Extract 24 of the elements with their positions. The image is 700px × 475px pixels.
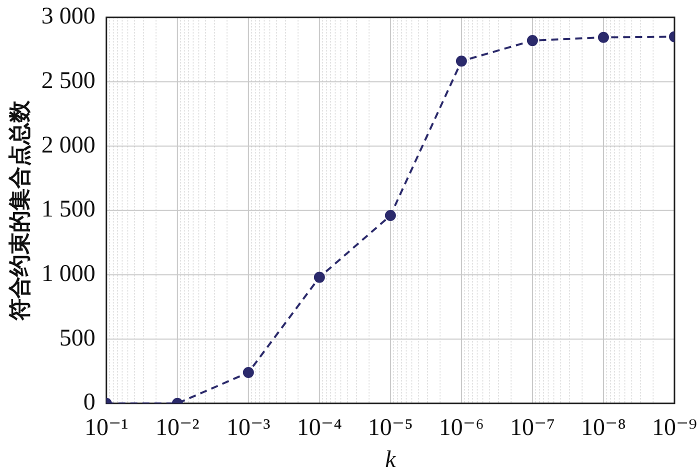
y-tick-label: 3 000 <box>41 4 96 30</box>
y-tick-label: 1 500 <box>41 196 96 223</box>
y-tick-label: 2 000 <box>41 132 96 158</box>
x-tick-label: 10⁻⁴ <box>296 415 342 442</box>
x-tick-label: 10⁻³ <box>226 415 270 442</box>
x-axis-title: k <box>385 446 396 473</box>
y-tick-label: 2 500 <box>41 68 96 94</box>
y-tick-label: 1 000 <box>41 261 96 288</box>
point <box>242 367 254 378</box>
x-tick-label: 10⁻⁷ <box>510 415 555 442</box>
point <box>598 32 609 43</box>
x-tick-label: 10⁻¹ <box>84 415 128 442</box>
x-tick-label: 10⁻⁹ <box>652 415 698 442</box>
x-tick-label: 10⁻⁶ <box>438 415 484 442</box>
x-tick-label: 10⁻⁵ <box>368 415 413 442</box>
y-axis-title: 符合约束的集合点总数 <box>6 99 32 322</box>
point <box>456 56 467 67</box>
x-tick-label: 10⁻² <box>155 415 200 442</box>
point <box>384 210 396 222</box>
x-tick-label: 10⁻⁸ <box>580 415 626 442</box>
point <box>526 35 538 46</box>
y-tick-label: 500 <box>59 325 96 352</box>
point <box>314 272 325 283</box>
y-tick-label: 0 <box>83 390 96 416</box>
